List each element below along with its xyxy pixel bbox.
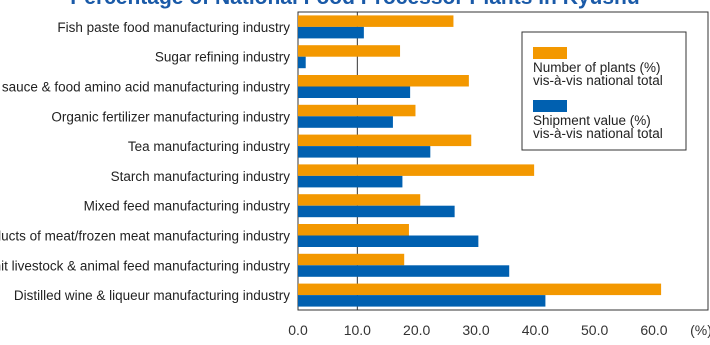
bar-plants-3 <box>298 104 416 117</box>
x-tick-label-6: 60.0 <box>640 322 667 338</box>
category-labels: Fish paste food manufacturing industry Su… <box>0 20 290 303</box>
bar-shipment-6 <box>298 205 455 218</box>
legend-label-0: Number of plants (%) vis-à-vis national t… <box>533 60 663 88</box>
bar-shipment-8 <box>298 265 510 277</box>
bar-shipment-7 <box>298 235 479 247</box>
category-label-4: Tea manufacturing industry <box>128 139 290 154</box>
x-axis-unit: (%) <box>690 322 710 338</box>
plot-border <box>297 11 709 311</box>
bar-shipment-1 <box>298 56 306 69</box>
legend-label-1: Shipment value (%) vis-à-vis national tot… <box>533 113 663 141</box>
category-label-2: Soy sauce & food amino acid manufacturin… <box>0 80 290 95</box>
legend-swatch-1 <box>533 100 567 112</box>
category-label-8: Single-unit livestock & animal feed manu… <box>0 258 290 273</box>
bar-shipment-0 <box>298 26 364 39</box>
category-label-5: Starch manufacturing industry <box>111 169 291 184</box>
bar-plants-1 <box>298 45 401 57</box>
x-tick-label-2: 20.0 <box>403 322 430 338</box>
x-axis-ticks: 0.0 10.0 20.0 30.0 40.0 50.0 60.0 (%) <box>288 322 710 338</box>
x-tick-label-3: 30.0 <box>462 322 489 338</box>
bar-shipment-4 <box>298 146 431 158</box>
category-label-1: Sugar refining industry <box>155 50 290 65</box>
category-label-9: Distilled wine & liqueur manufacturing i… <box>14 288 290 303</box>
category-label-7: Processed products of meat/frozen meat m… <box>0 229 290 244</box>
category-label-0: Fish paste food manufacturing industry <box>57 20 290 35</box>
category-label-6: Mixed feed manufacturing industry <box>84 199 291 214</box>
bar-shipment-2 <box>298 86 411 98</box>
chart-title: Percentage of National Food Processor Pl… <box>70 0 639 9</box>
bar-plants-7 <box>298 224 409 236</box>
x-tick-label-0: 0.0 <box>288 322 308 338</box>
bar-plants-8 <box>298 253 405 266</box>
bar-plants-0 <box>298 15 454 27</box>
bar-shipment-3 <box>298 116 393 128</box>
bar-plants-6 <box>298 194 421 206</box>
legend-swatch-0 <box>533 47 567 59</box>
bars <box>298 15 662 307</box>
bar-plants-9 <box>298 283 662 296</box>
bar-shipment-5 <box>298 175 403 188</box>
bar-plants-4 <box>298 134 472 147</box>
bar-plants-5 <box>298 164 535 176</box>
legend: Number of plants (%) vis-à-vis national t… <box>521 31 687 151</box>
bar-shipment-9 <box>298 295 546 307</box>
category-label-3: Organic fertilizer manufacturing industr… <box>51 109 290 124</box>
x-tick-label-4: 40.0 <box>522 322 549 338</box>
x-tick-label-1: 10.0 <box>344 322 371 338</box>
x-tick-label-5: 50.0 <box>581 322 608 338</box>
bar-plants-2 <box>298 75 469 87</box>
plot-frame <box>297 11 709 311</box>
